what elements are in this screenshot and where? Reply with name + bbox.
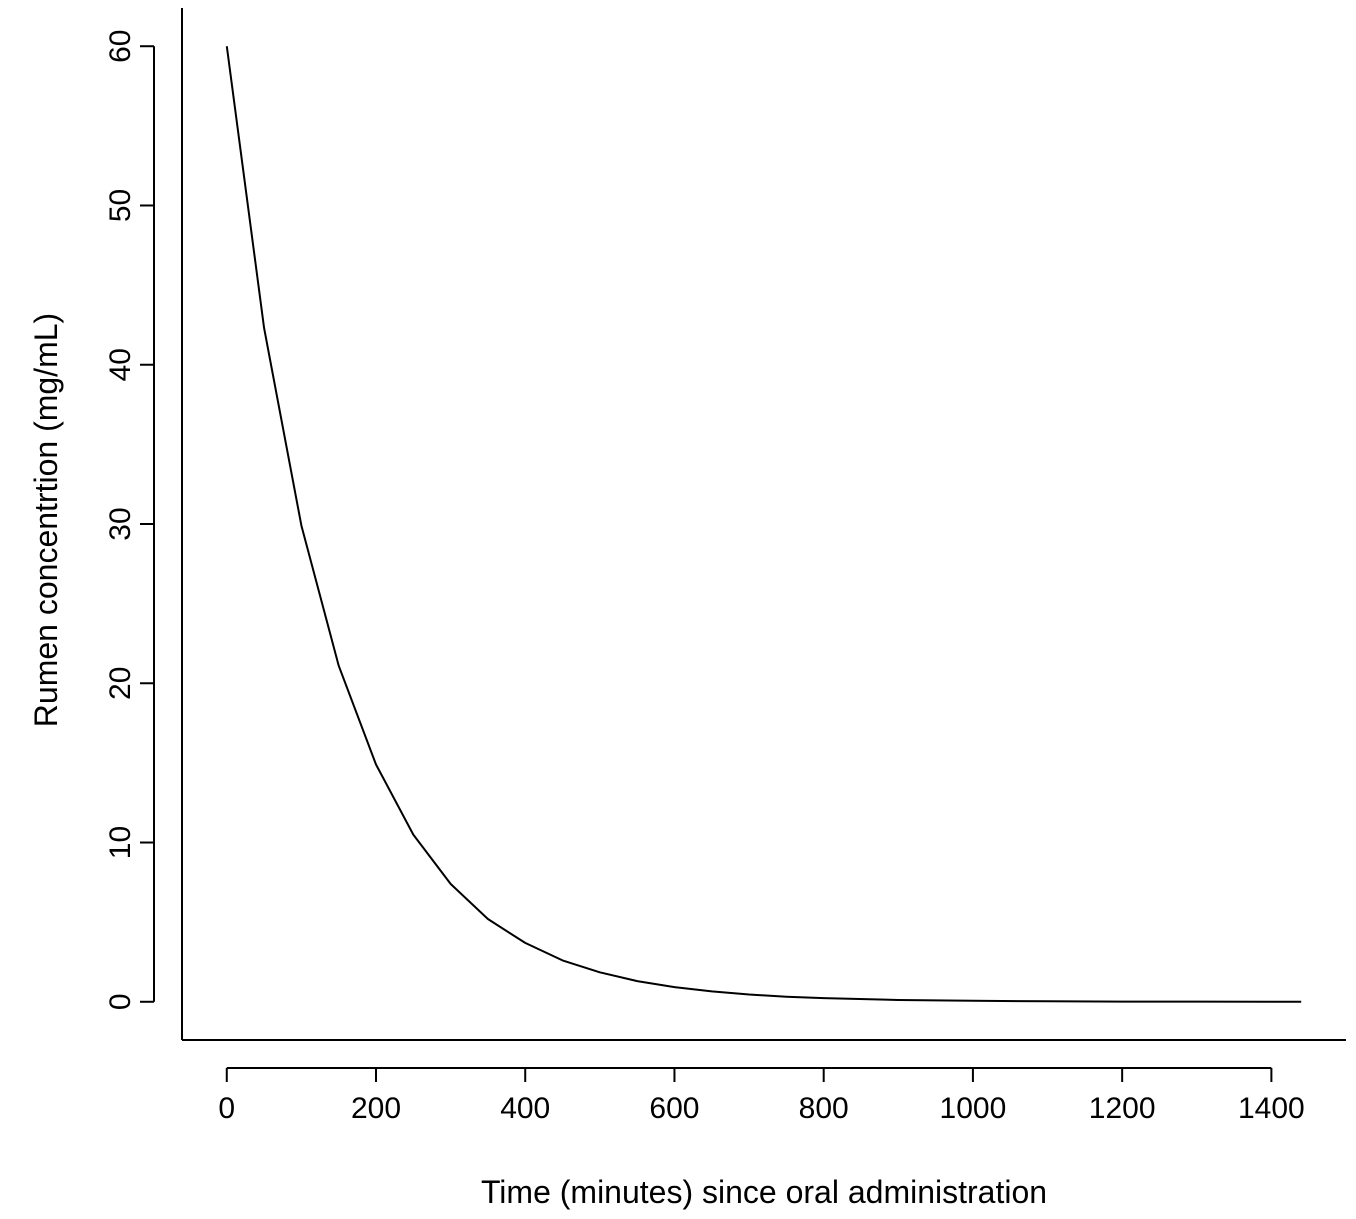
x-axis-title: Time (minutes) since oral administration <box>481 1174 1047 1210</box>
y-axis-title: Rumen concentrtion (mg/mL) <box>28 313 64 727</box>
x-tick-label: 600 <box>649 1092 699 1125</box>
series-layer <box>225 46 1302 1003</box>
y-tick-label: 0 <box>104 993 137 1010</box>
y-tick-label: 20 <box>104 667 137 700</box>
x-tick-label: 1000 <box>940 1092 1007 1125</box>
y-tick-label: 40 <box>104 348 137 381</box>
y-tick-label: 50 <box>104 189 137 222</box>
y-axis: 0 10 20 30 40 50 60 <box>104 30 155 1010</box>
y-tick-label: 60 <box>104 30 137 63</box>
series-line <box>225 46 1302 1003</box>
x-tick-label: 400 <box>500 1092 550 1125</box>
x-tick-label: 1200 <box>1089 1092 1156 1125</box>
x-tick-label: 1400 <box>1238 1092 1305 1125</box>
x-tick-label: 200 <box>351 1092 401 1125</box>
x-tick-label: 800 <box>799 1092 849 1125</box>
y-tick-label: 10 <box>104 826 137 859</box>
plot-frame <box>181 8 1346 1041</box>
x-axis: 0 200 400 600 800 1000 1200 1400 <box>218 1067 1305 1125</box>
y-tick-label: 30 <box>104 507 137 540</box>
x-tick-label: 0 <box>218 1092 235 1125</box>
